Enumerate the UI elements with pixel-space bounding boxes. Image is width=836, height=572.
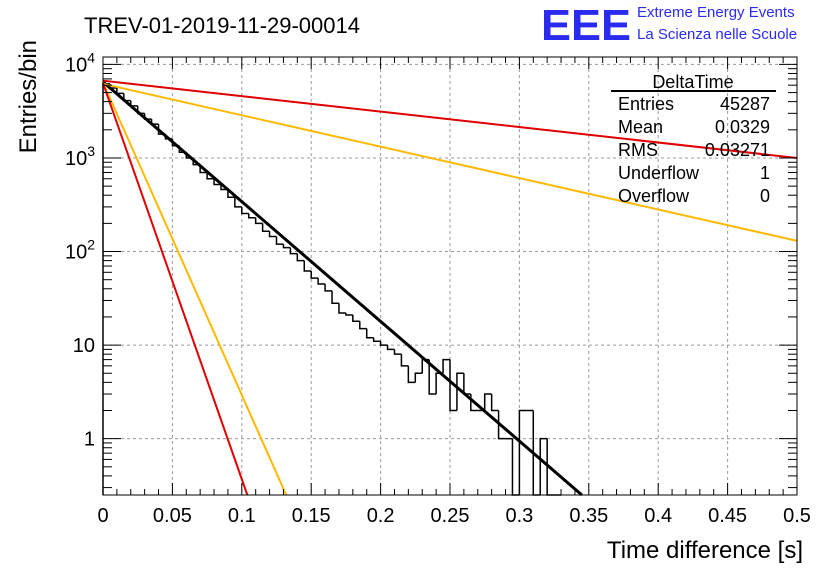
x-axis-label: Time difference [s]: [607, 537, 803, 564]
fit-line-3: [102, 79, 798, 159]
histogram-bin: [518, 409, 527, 495]
x-axis: 0 0.05 0.1 0.15 0.2 0.25 0.3 0.35 0.4 0.45 0.5: [97, 57, 811, 527]
stats-label-overflow: Overflow: [618, 186, 690, 206]
histogram-bin: [407, 365, 416, 384]
histogram-bin: [483, 393, 492, 411]
histogram-bin: [456, 372, 464, 411]
stats-box: DeltaTime Entries 45287 Mean 0.0329 RMS …: [611, 72, 776, 206]
stats-value-underflow: 1: [760, 163, 770, 183]
histogram-bin: [317, 278, 326, 285]
fit-line-1: [102, 80, 583, 497]
x-tick-label: 0.05: [153, 505, 192, 527]
stats-value-entries: 45287: [720, 94, 770, 114]
histogram-bin: [338, 303, 346, 314]
histogram-bin: [414, 372, 423, 383]
x-tick-label: 0.2: [367, 505, 395, 527]
x-tick-label: 0.4: [644, 505, 672, 527]
histogram-bin: [282, 244, 291, 249]
y-tick-label: 104: [65, 49, 95, 76]
histogram-bin: [275, 236, 284, 245]
stats-label-entries: Entries: [618, 94, 674, 114]
histogram-bin: [268, 231, 277, 238]
stats-label-rms: RMS: [618, 140, 658, 160]
stats-label-mean: Mean: [618, 117, 663, 137]
histogram: [102, 83, 562, 496]
stats-title: DeltaTime: [652, 72, 733, 92]
histogram-bin: [442, 358, 450, 374]
histogram-bin: [511, 438, 520, 496]
stats-value-mean: 0.0329: [715, 117, 770, 137]
y-axis-label: Entries/bin: [15, 40, 42, 153]
x-tick-label: 0.15: [292, 505, 331, 527]
histogram-bin: [449, 359, 457, 412]
histogram-bin: [331, 290, 339, 305]
histogram-bin: [261, 223, 270, 232]
histogram-bin: [435, 372, 444, 395]
eee-logo-line-1: Extreme Energy Events: [637, 4, 795, 21]
histogram-bin: [227, 189, 235, 199]
y-tick-label: 102: [65, 237, 95, 264]
histogram-bin: [497, 410, 506, 440]
fit-line-5: [102, 82, 249, 496]
y-tick-label: 10: [73, 335, 95, 357]
histogram-bin: [539, 437, 548, 495]
histogram-bin: [372, 337, 381, 342]
x-tick-label: 0.5: [783, 505, 811, 527]
stats-value-overflow: 0: [760, 186, 770, 206]
eee-logo: EEE Extreme Energy Events La Scienza nel…: [541, 1, 797, 50]
fit-line-4: [102, 82, 288, 496]
x-tick-label: 0.3: [505, 505, 533, 527]
fit-line-2: [102, 82, 798, 242]
histogram-bin: [247, 213, 256, 219]
histogram-bin: [296, 253, 305, 262]
x-tick-label: 0: [97, 505, 108, 527]
fit-lines: [102, 79, 798, 497]
histogram-bin: [345, 313, 353, 316]
histogram-bin: [241, 206, 249, 215]
eee-logo-line-2: La Scienza nelle Scuole: [637, 26, 797, 43]
histogram-bin: [365, 328, 374, 339]
stats-value-rms: 0.03271: [705, 140, 770, 160]
histogram-bin: [289, 247, 298, 255]
histogram-bin: [359, 321, 367, 330]
histogram-bin: [393, 349, 402, 355]
histogram-bin: [400, 354, 409, 367]
eee-logo-mark: EEE: [541, 1, 631, 50]
y-tick-label: 1: [84, 429, 95, 451]
histogram-bin: [386, 345, 395, 351]
histogram-bin: [379, 341, 388, 346]
chart-title: TREV-01-2019-11-29-00014: [84, 13, 360, 38]
histogram-bin: [310, 270, 319, 279]
x-tick-label: 0.25: [431, 505, 470, 527]
histogram-bin: [206, 172, 215, 180]
histogram-bin: [428, 359, 437, 395]
histogram-bin: [213, 178, 221, 186]
histogram-bin: [303, 260, 312, 272]
histogram-bin: [324, 283, 333, 292]
histogram-bin: [234, 197, 242, 208]
histogram-bin: [490, 394, 499, 412]
histogram-bin: [102, 83, 110, 495]
x-tick-label: 0.1: [228, 505, 256, 527]
grid: [103, 57, 797, 495]
histogram-bin: [352, 314, 360, 322]
histogram-bin: [463, 373, 471, 395]
y-tick-label: 103: [65, 143, 95, 170]
stats-label-underflow: Underflow: [618, 163, 700, 183]
x-tick-label: 0.35: [569, 505, 608, 527]
x-tick-label: 0.45: [708, 505, 747, 527]
histogram-bin: [254, 217, 263, 225]
